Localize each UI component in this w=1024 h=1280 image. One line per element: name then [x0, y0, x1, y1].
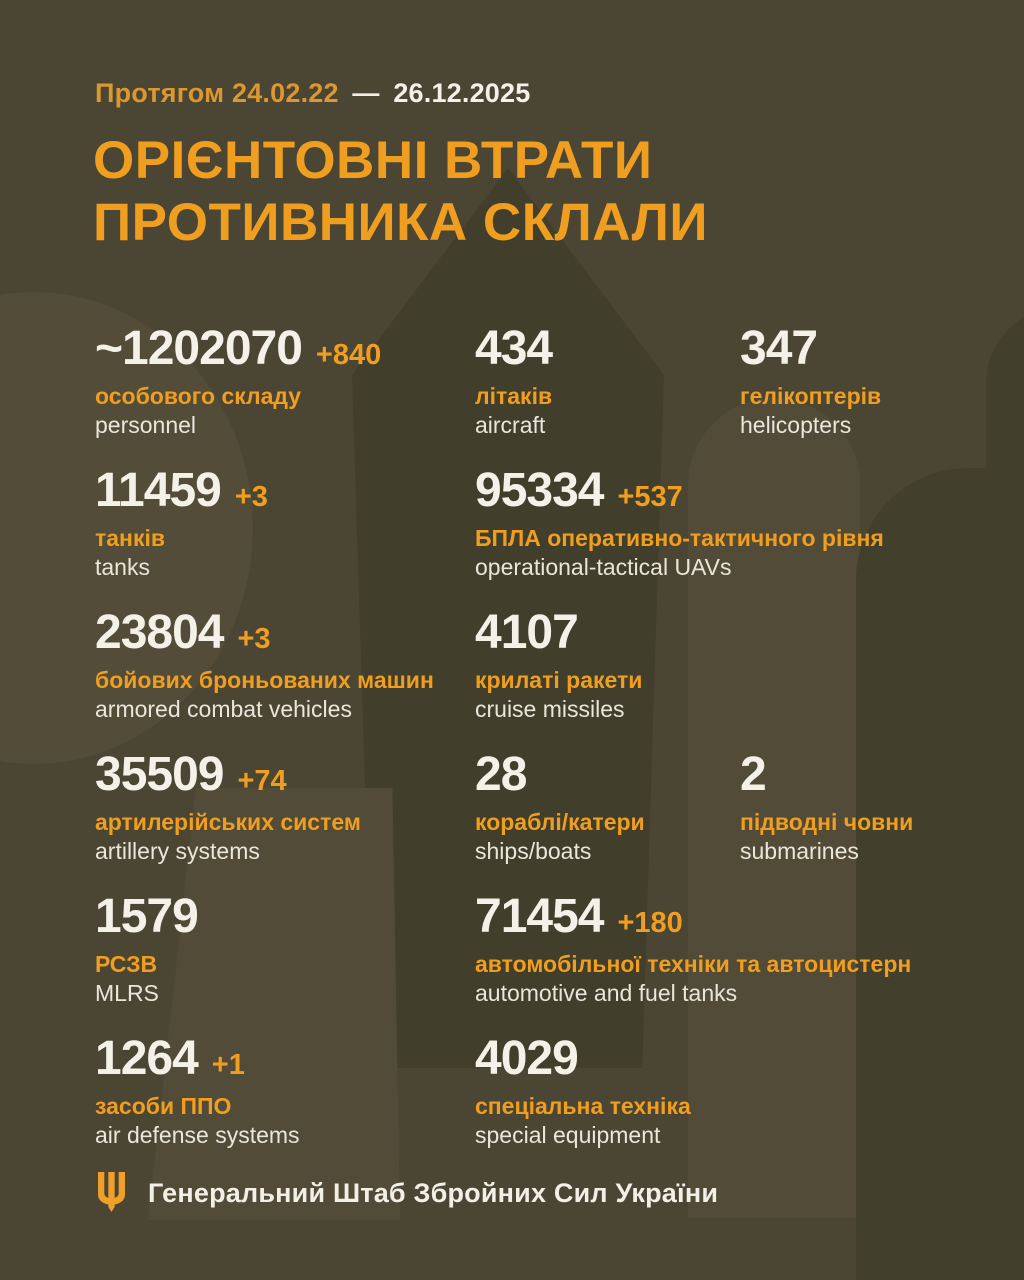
stat-value: 347: [740, 322, 818, 375]
stat-air-defense: 1264 +1 засоби ППО air defense systems: [95, 1034, 475, 1176]
stat-value: 71454: [475, 890, 604, 943]
stat-delta: +3: [237, 623, 271, 655]
stat-value: 28: [475, 748, 527, 801]
stat-value: 11459: [95, 464, 222, 517]
period-prefix: Протягом 24.02.22: [95, 78, 339, 108]
stat-value: 434: [475, 322, 553, 375]
stat-label-en: ships/boats: [475, 838, 592, 864]
stat-value: 2: [740, 748, 767, 801]
stat-value: 35509: [95, 748, 224, 801]
stat-value: 4107: [475, 606, 579, 659]
stat-label-uk: спеціальна техніка: [475, 1093, 691, 1119]
stat-label-uk: бойових броньованих машин: [95, 667, 434, 693]
stat-label-en: artillery systems: [95, 838, 260, 864]
stat-artillery: 35509 +74 артилерійських систем artillery…: [95, 750, 475, 892]
stat-delta: +840: [315, 339, 382, 371]
stat-label-uk: артилерійських систем: [95, 809, 361, 835]
stat-label-en: armored combat vehicles: [95, 696, 352, 722]
stat-value: 23804: [95, 606, 224, 659]
stat-label-uk: танків: [95, 525, 165, 551]
tryzub-icon: [98, 1172, 125, 1212]
page-title: ОРІЄНТОВНІ ВТРАТИ ПРОТИВНИКА СКЛАЛИ: [93, 130, 953, 254]
stat-aircraft: 434 літаків aircraft: [475, 324, 740, 466]
stat-label-uk: кораблі/катери: [475, 809, 645, 835]
watermark-right-dark-corner: [986, 306, 1024, 726]
stat-helicopters: 347 гелікоптерів helicopters: [740, 324, 975, 466]
stat-special-equipment: 4029 спеціальна техніка special equipmen…: [475, 1034, 975, 1176]
stat-label-en: tanks: [95, 554, 150, 580]
stat-label-en: cruise missiles: [475, 696, 625, 722]
stat-label-uk: гелікоптерів: [740, 383, 882, 409]
stat-uavs: 95334 +537 БПЛА оперативно-тактичного рів…: [475, 466, 975, 608]
page-title-line2: ПРОТИВНИКА СКЛАЛИ: [93, 193, 708, 252]
stat-automotive: 71454 +180 автомобільної техніки та автоц…: [475, 892, 975, 1034]
stat-label-uk: РСЗВ: [95, 951, 158, 977]
stat-value: 4029: [475, 1032, 579, 1085]
stat-ships: 28 кораблі/катери ships/boats: [475, 750, 740, 892]
report-period: Протягом 24.02.22 — 26.12.2025: [95, 78, 530, 109]
footer-org-name: Генеральний Штаб Збройних Сил України: [148, 1177, 719, 1208]
watermark-center-prong: [352, 168, 664, 1068]
stat-delta: +74: [237, 765, 287, 797]
stat-personnel: ~1202070 +840 особового складу personnel: [95, 324, 475, 466]
watermark-right-column: [688, 398, 860, 1218]
stat-label-uk: підводні човни: [740, 809, 914, 835]
stat-tanks: 11459 +3 танків tanks: [95, 466, 475, 608]
stat-value: 1264: [95, 1032, 199, 1085]
stat-label-uk: засоби ППО: [95, 1093, 232, 1119]
stat-value: ~1202070: [95, 322, 303, 375]
stat-delta: +3: [234, 481, 268, 513]
stat-label-uk: особового складу: [95, 383, 302, 409]
stat-delta: +1: [211, 1049, 245, 1081]
stat-label-en: special equipment: [475, 1122, 661, 1148]
page-title-line1: ОРІЄНТОВНІ ВТРАТИ: [93, 131, 653, 190]
stat-label-en: personnel: [95, 412, 197, 438]
stat-label-uk: крилаті ракети: [475, 667, 643, 693]
stat-label-uk: автомобільної техніки та автоцистерн: [475, 951, 912, 977]
stat-submarines: 2 підводні човни submarines: [740, 750, 975, 892]
stat-label-uk: БПЛА оперативно-тактичного рівня: [475, 525, 884, 551]
stat-label-en: MLRS: [95, 980, 159, 1006]
stat-label-en: automotive and fuel tanks: [475, 980, 738, 1006]
losses-grid: ~1202070 +840 особового складу personnel …: [95, 324, 975, 1176]
stat-value: 95334: [475, 464, 604, 517]
watermark-left-band: [148, 788, 400, 1220]
stat-armored-vehicles: 23804 +3 бойових броньованих машин armore…: [95, 608, 475, 750]
stat-label-en: submarines: [740, 838, 859, 864]
period-separator: —: [352, 78, 380, 108]
stat-cruise-missiles: 4107 крилаті ракети cruise missiles: [475, 608, 975, 750]
stat-label-uk: літаків: [475, 383, 553, 409]
stat-label-en: air defense systems: [95, 1122, 300, 1148]
period-date: 26.12.2025: [393, 78, 531, 108]
stat-delta: +180: [617, 907, 683, 939]
stat-label-en: aircraft: [475, 412, 546, 438]
stat-label-en: operational-tactical UAVs: [475, 554, 732, 580]
stat-delta: +537: [617, 481, 683, 513]
footer: Генеральний Штаб Збройних Сил України: [95, 1170, 718, 1216]
stat-mlrs: 1579 РСЗВ MLRS: [95, 892, 475, 1034]
stat-label-en: helicopters: [740, 412, 852, 438]
stat-value: 1579: [95, 890, 199, 943]
